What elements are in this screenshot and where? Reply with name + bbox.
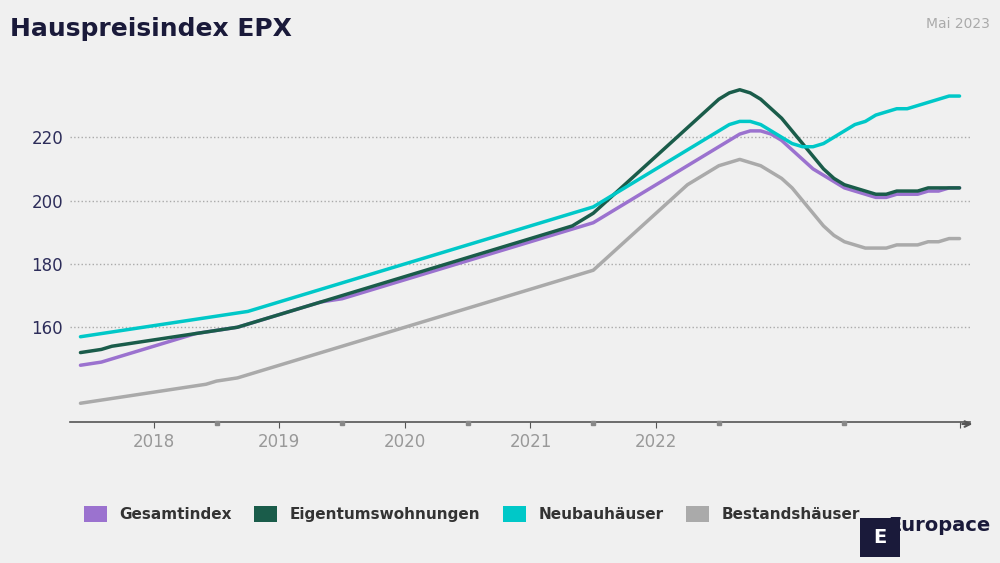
Text: Hauspreisindex EPX: Hauspreisindex EPX <box>10 17 292 41</box>
Text: E: E <box>873 528 887 547</box>
Text: Europace: Europace <box>888 516 990 535</box>
Legend: Gesamtindex, Eigentumswohnungen, Neubauhäuser, Bestandshäuser: Gesamtindex, Eigentumswohnungen, Neubauh… <box>78 500 866 528</box>
Text: Mai 2023: Mai 2023 <box>926 17 990 31</box>
